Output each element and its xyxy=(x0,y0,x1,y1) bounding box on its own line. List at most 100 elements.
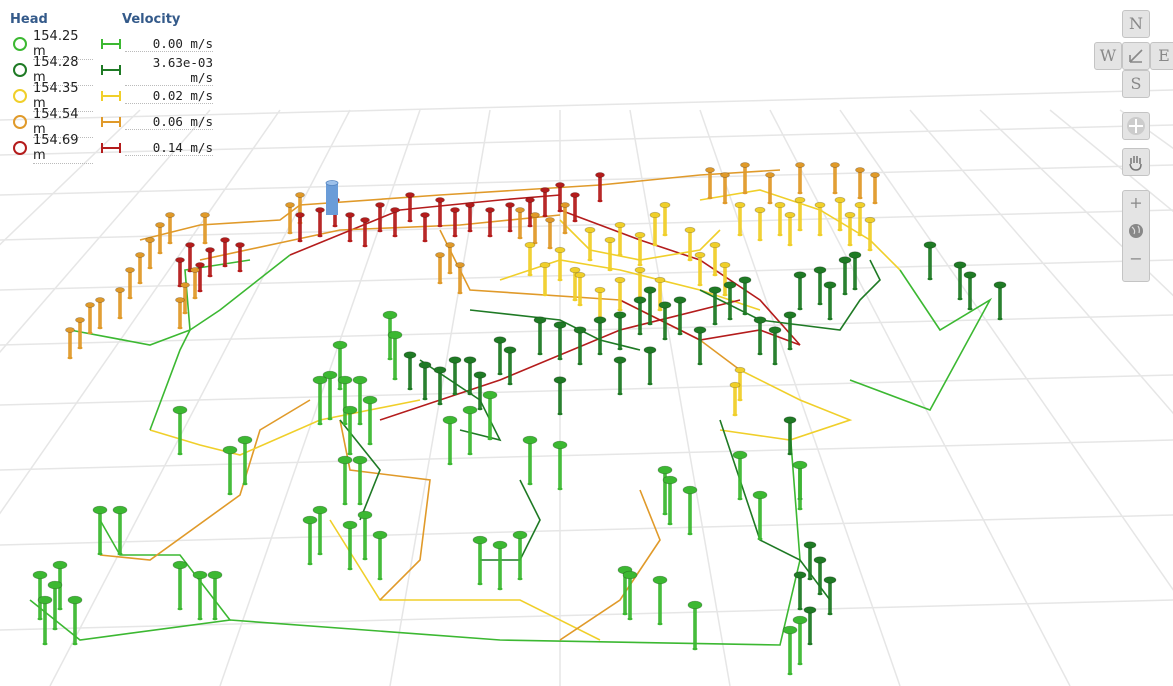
junction-node[interactable] xyxy=(455,262,465,295)
junction-node[interactable] xyxy=(953,261,967,301)
junction-node[interactable] xyxy=(560,202,570,235)
junction-node[interactable] xyxy=(844,211,856,247)
junction-node[interactable] xyxy=(442,415,458,466)
junction-node[interactable] xyxy=(180,282,190,315)
junction-node[interactable] xyxy=(584,226,596,262)
junction-node[interactable] xyxy=(135,252,145,285)
junction-node[interactable] xyxy=(792,615,808,666)
junction-node[interactable] xyxy=(337,375,353,426)
junction-node[interactable] xyxy=(237,435,253,486)
junction-node[interactable] xyxy=(595,172,605,203)
junction-node[interactable] xyxy=(372,530,388,581)
junction-node[interactable] xyxy=(65,327,75,360)
junction-node[interactable] xyxy=(530,212,540,245)
junction-node[interactable] xyxy=(192,570,208,621)
junction-node[interactable] xyxy=(472,535,488,586)
junction-node[interactable] xyxy=(643,346,657,386)
junction-node[interactable] xyxy=(435,252,445,285)
junction-node[interactable] xyxy=(125,267,135,300)
junction-node[interactable] xyxy=(448,356,462,396)
junction-node[interactable] xyxy=(505,202,515,233)
junction-node[interactable] xyxy=(112,505,128,556)
junction-node[interactable] xyxy=(352,455,368,506)
junction-node[interactable] xyxy=(445,242,455,275)
junction-node[interactable] xyxy=(793,571,807,611)
junction-node[interactable] xyxy=(854,201,866,237)
junction-node[interactable] xyxy=(823,281,837,321)
junction-node[interactable] xyxy=(634,266,646,302)
junction-node[interactable] xyxy=(682,485,698,536)
junction-node[interactable] xyxy=(360,217,370,248)
junction-node[interactable] xyxy=(708,286,722,326)
junction-node[interactable] xyxy=(235,242,245,273)
junction-node[interactable] xyxy=(190,267,200,300)
junction-node[interactable] xyxy=(654,276,666,312)
junction-node[interactable] xyxy=(362,395,378,446)
junction-node[interactable] xyxy=(604,236,616,272)
east-button[interactable]: E xyxy=(1150,42,1173,70)
junction-node[interactable] xyxy=(115,287,125,320)
junction-node[interactable] xyxy=(512,530,528,581)
junction-node[interactable] xyxy=(673,296,687,336)
junction-node[interactable] xyxy=(540,187,550,218)
junction-node[interactable] xyxy=(795,162,805,195)
junction-node[interactable] xyxy=(390,207,400,238)
junction-node[interactable] xyxy=(793,271,807,311)
junction-node[interactable] xyxy=(634,231,646,267)
junction-node[interactable] xyxy=(768,326,782,366)
junction-node[interactable] xyxy=(493,336,507,376)
junction-node[interactable] xyxy=(522,435,538,486)
junction-node[interactable] xyxy=(753,316,767,356)
junction-node[interactable] xyxy=(463,356,477,396)
junction-node[interactable] xyxy=(794,196,806,232)
junction-node[interactable] xyxy=(403,351,417,391)
junction-node[interactable] xyxy=(207,570,223,621)
junction-node[interactable] xyxy=(614,221,626,257)
junction-node[interactable] xyxy=(613,356,627,396)
junction-node[interactable] xyxy=(729,381,741,417)
selected-tank[interactable] xyxy=(325,180,339,216)
junction-node[interactable] xyxy=(172,405,188,456)
north-button[interactable]: N xyxy=(1122,10,1150,38)
junction-node[interactable] xyxy=(784,211,796,247)
junction-node[interactable] xyxy=(752,490,768,541)
junction-node[interactable] xyxy=(37,595,53,646)
junction-node[interactable] xyxy=(465,202,475,233)
junction-node[interactable] xyxy=(165,212,175,245)
junction-node[interactable] xyxy=(92,505,108,556)
junction-node[interactable] xyxy=(205,247,215,278)
junction-node[interactable] xyxy=(195,262,205,293)
zoom-out-button[interactable]: − xyxy=(1129,249,1143,268)
junction-node[interactable] xyxy=(175,257,185,288)
junction-node[interactable] xyxy=(492,540,508,591)
junction-node[interactable] xyxy=(155,222,165,255)
junction-node[interactable] xyxy=(482,390,498,441)
junction-node[interactable] xyxy=(622,570,638,621)
junction-node[interactable] xyxy=(473,371,487,411)
junction-node[interactable] xyxy=(387,330,403,381)
junction-node[interactable] xyxy=(684,226,696,262)
junction-node[interactable] xyxy=(662,475,678,526)
junction-node[interactable] xyxy=(545,217,555,250)
junction-node[interactable] xyxy=(315,207,325,238)
junction-node[interactable] xyxy=(285,202,295,235)
junction-node[interactable] xyxy=(855,167,865,200)
west-button[interactable]: W xyxy=(1094,42,1122,70)
junction-node[interactable] xyxy=(302,515,318,566)
junction-node[interactable] xyxy=(754,206,766,242)
junction-node[interactable] xyxy=(433,366,447,406)
junction-node[interactable] xyxy=(295,212,305,243)
junction-node[interactable] xyxy=(435,197,445,228)
junction-node[interactable] xyxy=(462,405,478,456)
junction-node[interactable] xyxy=(172,560,188,611)
junction-node[interactable] xyxy=(352,375,368,426)
junction-node[interactable] xyxy=(525,197,535,228)
junction-node[interactable] xyxy=(765,172,775,205)
junction-node[interactable] xyxy=(67,595,83,646)
junction-node[interactable] xyxy=(814,201,826,237)
tilt-icon[interactable] xyxy=(1122,42,1150,70)
junction-node[interactable] xyxy=(570,192,580,223)
junction-node[interactable] xyxy=(659,201,671,237)
junction-node[interactable] xyxy=(813,556,827,596)
junction-node[interactable] xyxy=(573,326,587,366)
